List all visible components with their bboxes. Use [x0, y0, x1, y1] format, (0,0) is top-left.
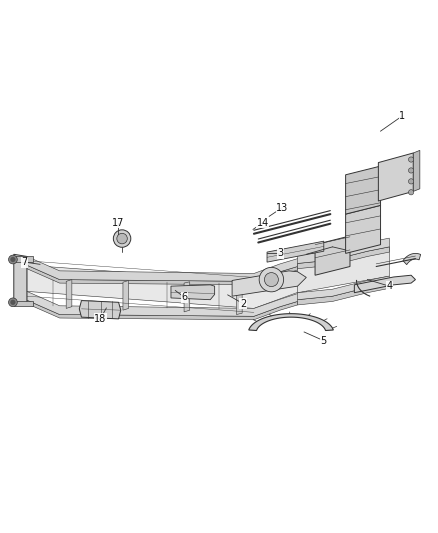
Circle shape [113, 230, 131, 247]
Polygon shape [346, 205, 381, 253]
Circle shape [265, 272, 279, 287]
Text: 7: 7 [21, 257, 28, 267]
Text: 6: 6 [181, 292, 187, 302]
Circle shape [409, 168, 414, 173]
Circle shape [9, 298, 17, 306]
Circle shape [11, 300, 15, 305]
Polygon shape [184, 282, 190, 312]
Text: 17: 17 [112, 218, 124, 228]
Text: 1: 1 [399, 111, 406, 121]
Polygon shape [403, 253, 420, 265]
Circle shape [9, 255, 17, 264]
Polygon shape [267, 241, 324, 262]
Polygon shape [378, 153, 413, 201]
Circle shape [259, 268, 284, 292]
Polygon shape [249, 313, 333, 330]
Polygon shape [297, 247, 389, 293]
Circle shape [409, 157, 414, 162]
Polygon shape [297, 238, 389, 263]
Text: 3: 3 [277, 248, 283, 259]
Circle shape [117, 233, 127, 244]
Polygon shape [232, 271, 306, 296]
Polygon shape [14, 254, 27, 306]
Polygon shape [413, 150, 420, 191]
Circle shape [409, 190, 414, 195]
Polygon shape [27, 300, 297, 320]
Text: 18: 18 [94, 314, 106, 324]
Text: 14: 14 [257, 218, 269, 228]
Polygon shape [27, 262, 306, 309]
Polygon shape [354, 275, 416, 293]
Text: 2: 2 [240, 298, 246, 309]
Polygon shape [171, 285, 215, 300]
Polygon shape [297, 247, 389, 269]
Polygon shape [346, 166, 381, 214]
Polygon shape [297, 283, 389, 305]
Polygon shape [123, 280, 129, 310]
Polygon shape [315, 236, 350, 275]
Polygon shape [27, 289, 306, 316]
Polygon shape [237, 282, 242, 314]
Text: 13: 13 [276, 203, 289, 213]
Text: 5: 5 [321, 336, 327, 346]
Polygon shape [27, 265, 297, 285]
Polygon shape [14, 256, 33, 262]
Polygon shape [297, 276, 389, 300]
Text: 4: 4 [386, 281, 392, 291]
Polygon shape [14, 302, 33, 306]
Polygon shape [66, 280, 72, 309]
Circle shape [409, 179, 414, 184]
Polygon shape [27, 254, 306, 281]
Circle shape [11, 257, 15, 262]
Polygon shape [79, 301, 121, 319]
